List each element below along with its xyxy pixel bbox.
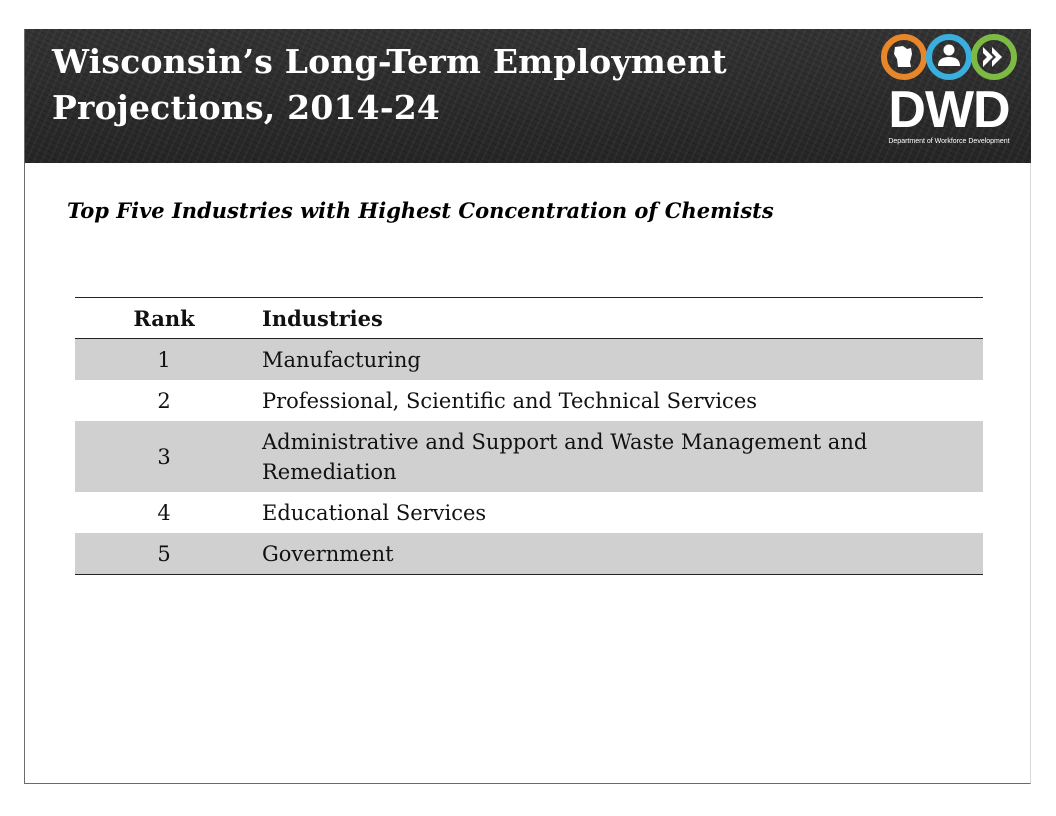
- person-icon: [926, 34, 972, 80]
- column-header-rank: Rank: [75, 297, 253, 339]
- forward-arrows-icon: [971, 34, 1017, 80]
- table-row: 1 Manufacturing: [75, 338, 983, 380]
- page-title-line-1: Wisconsin’s Long-Term Employment: [52, 42, 727, 81]
- logo-icons: [881, 34, 1017, 80]
- wisconsin-state-icon: [881, 34, 927, 80]
- table-heading: Top Five Industries with Highest Concent…: [67, 198, 774, 223]
- column-header-industries: Industries: [253, 297, 983, 339]
- table-header-row: Rank Industries: [75, 297, 983, 339]
- industries-table: Rank Industries 1 Manufacturing 2 Profes…: [75, 297, 983, 575]
- table-row: 5 Government: [75, 533, 983, 575]
- page-title-line-2: Projections, 2014-24: [52, 88, 441, 127]
- dwd-logo: DWD Department of Workforce Development: [878, 32, 1020, 150]
- industry-cell: Professional, Scientific and Technical S…: [262, 388, 758, 413]
- industry-cell: Administrative and Support and Waste Man…: [253, 421, 983, 492]
- industry-cell: Educational Services: [262, 500, 487, 525]
- industry-cell: Government: [253, 533, 983, 575]
- rank-cell: 1: [75, 338, 253, 380]
- logo-wordmark: DWD: [888, 81, 1010, 139]
- table-row: 2 Professional, Scientific and Technical…: [75, 380, 983, 421]
- header-banner: Wisconsin’s Long-Term Employment Project…: [25, 29, 1031, 163]
- industry-cell: Manufacturing: [253, 338, 983, 380]
- rank-cell: 4: [157, 500, 171, 525]
- logo-subtext: Department of Workforce Development: [888, 138, 1010, 145]
- rank-cell: 5: [75, 533, 253, 575]
- rank-cell: 2: [157, 388, 171, 413]
- page-title: Wisconsin’s Long-Term Employment Project…: [52, 39, 812, 131]
- rank-cell: 3: [75, 421, 253, 492]
- table-row: 3 Administrative and Support and Waste M…: [75, 421, 983, 492]
- table-row: 4 Educational Services: [75, 492, 983, 533]
- slide: Wisconsin’s Long-Term Employment Project…: [24, 29, 1031, 784]
